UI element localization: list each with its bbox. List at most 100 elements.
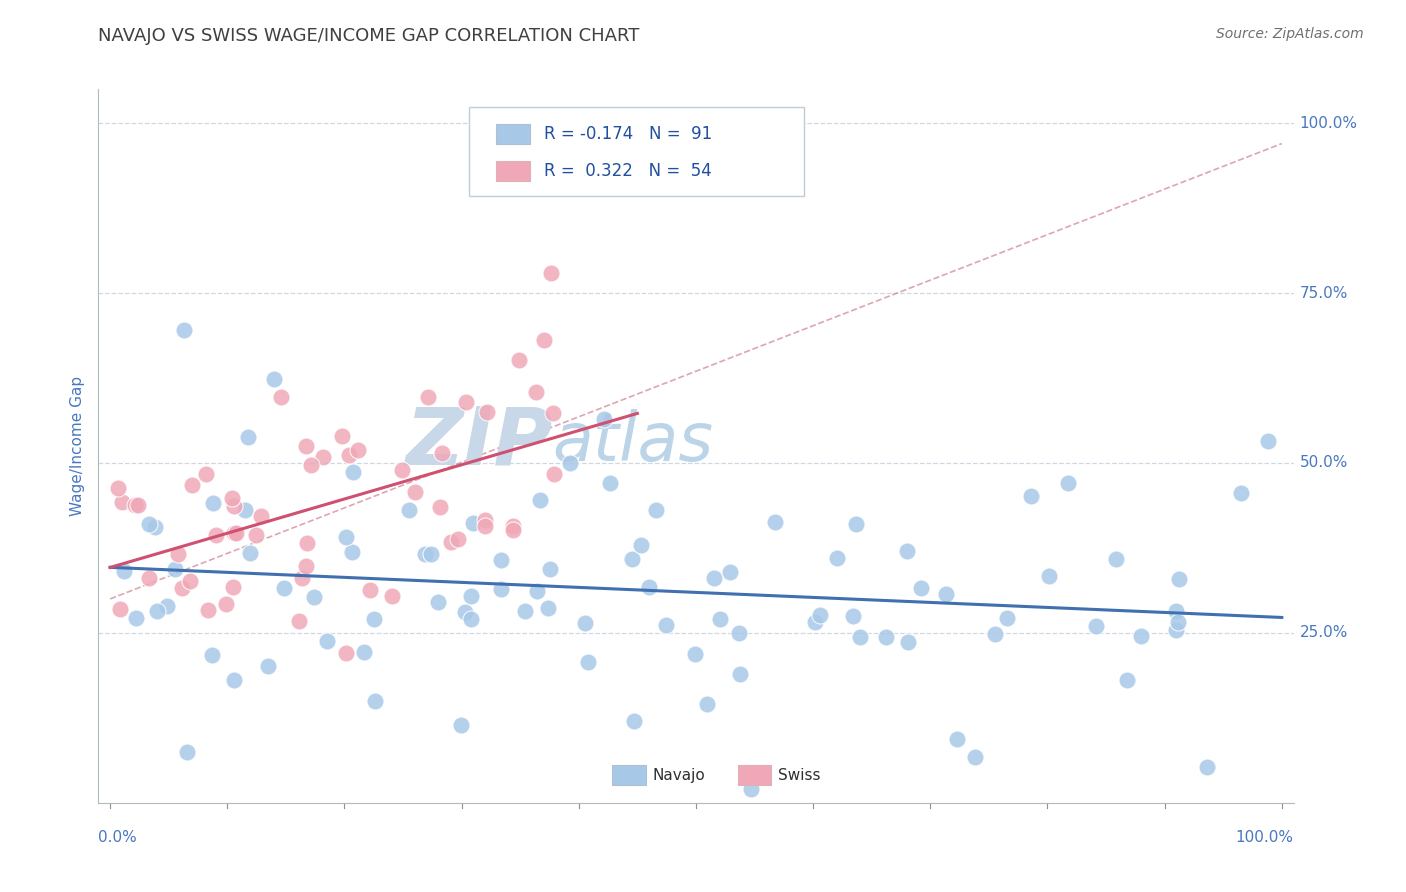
FancyBboxPatch shape bbox=[613, 765, 645, 785]
Point bbox=[685, 648, 707, 662]
Point bbox=[543, 467, 565, 481]
Point bbox=[489, 553, 512, 567]
Point bbox=[222, 525, 245, 540]
Point bbox=[295, 559, 318, 574]
Point bbox=[330, 429, 353, 443]
Point bbox=[440, 535, 463, 549]
Point bbox=[808, 607, 831, 622]
Point bbox=[728, 667, 751, 681]
Point bbox=[156, 599, 179, 614]
Point bbox=[381, 589, 404, 603]
Point bbox=[489, 582, 512, 596]
Text: NAVAJO VS SWISS WAGE/INCOME GAP CORRELATION CHART: NAVAJO VS SWISS WAGE/INCOME GAP CORRELAT… bbox=[98, 27, 640, 45]
Point bbox=[221, 491, 243, 506]
Point bbox=[337, 448, 360, 462]
Point bbox=[173, 323, 195, 337]
Point bbox=[574, 616, 596, 631]
Point bbox=[413, 548, 436, 562]
Point bbox=[124, 498, 146, 512]
Point bbox=[620, 551, 643, 566]
Point bbox=[146, 604, 169, 618]
Point bbox=[346, 443, 368, 458]
Point bbox=[709, 612, 731, 626]
Point bbox=[638, 580, 661, 594]
Point bbox=[180, 478, 202, 492]
Point bbox=[1164, 604, 1187, 618]
Point bbox=[447, 532, 470, 546]
Point bbox=[108, 602, 131, 616]
Point bbox=[1085, 619, 1108, 633]
Point bbox=[842, 609, 865, 624]
Point bbox=[460, 589, 482, 603]
Point bbox=[295, 535, 318, 549]
Point bbox=[353, 645, 375, 659]
Point bbox=[273, 581, 295, 595]
Point bbox=[363, 612, 385, 626]
Point bbox=[179, 574, 201, 588]
Point bbox=[875, 630, 897, 644]
Point bbox=[342, 465, 364, 479]
Point bbox=[270, 391, 292, 405]
Point bbox=[335, 646, 357, 660]
Point bbox=[288, 614, 311, 628]
Text: 0.0%: 0.0% bbox=[98, 830, 138, 845]
Point bbox=[398, 503, 420, 517]
Point bbox=[599, 475, 621, 490]
Point bbox=[541, 405, 564, 419]
Text: R = -0.174   N =  91: R = -0.174 N = 91 bbox=[544, 125, 713, 143]
Text: R =  0.322   N =  54: R = 0.322 N = 54 bbox=[544, 162, 711, 180]
Point bbox=[463, 516, 485, 530]
Point bbox=[245, 528, 267, 542]
Text: Swiss: Swiss bbox=[779, 768, 821, 783]
FancyBboxPatch shape bbox=[738, 765, 772, 785]
FancyBboxPatch shape bbox=[496, 124, 530, 144]
Point bbox=[560, 456, 582, 470]
Point bbox=[138, 571, 160, 585]
Point bbox=[910, 581, 932, 595]
Point bbox=[502, 523, 524, 537]
Point bbox=[222, 673, 245, 687]
Point bbox=[432, 446, 454, 460]
Point bbox=[1019, 489, 1042, 503]
Text: 50.0%: 50.0% bbox=[1299, 456, 1348, 470]
Point bbox=[740, 782, 762, 797]
Text: Navajo: Navajo bbox=[652, 768, 706, 783]
Point bbox=[197, 603, 219, 617]
Point bbox=[896, 544, 918, 558]
Point bbox=[849, 630, 872, 644]
Point bbox=[215, 597, 238, 611]
Point bbox=[111, 494, 134, 508]
Point bbox=[533, 334, 555, 348]
Point bbox=[335, 530, 357, 544]
Point bbox=[630, 538, 652, 552]
Text: 75.0%: 75.0% bbox=[1299, 285, 1348, 301]
Point bbox=[250, 508, 273, 523]
Point bbox=[124, 611, 146, 625]
Point bbox=[172, 581, 194, 595]
Point bbox=[456, 395, 478, 409]
Point bbox=[222, 580, 245, 594]
Point bbox=[1168, 572, 1191, 586]
Point bbox=[257, 659, 280, 673]
Point bbox=[340, 545, 363, 559]
Point bbox=[728, 626, 751, 640]
Point bbox=[427, 595, 450, 609]
Point bbox=[450, 717, 472, 731]
Point bbox=[524, 384, 547, 399]
Point bbox=[1056, 475, 1078, 490]
Point bbox=[644, 503, 666, 517]
Point bbox=[112, 564, 135, 578]
Point bbox=[508, 352, 530, 367]
Point bbox=[138, 516, 160, 531]
Point bbox=[419, 547, 441, 561]
Point bbox=[290, 571, 312, 585]
Point bbox=[239, 546, 262, 560]
Point bbox=[995, 611, 1018, 625]
Point bbox=[202, 496, 225, 510]
Point bbox=[513, 604, 536, 618]
Point bbox=[1105, 551, 1128, 566]
Point bbox=[1116, 673, 1139, 687]
Point bbox=[474, 513, 496, 527]
Point bbox=[460, 612, 482, 626]
Point bbox=[176, 745, 198, 759]
